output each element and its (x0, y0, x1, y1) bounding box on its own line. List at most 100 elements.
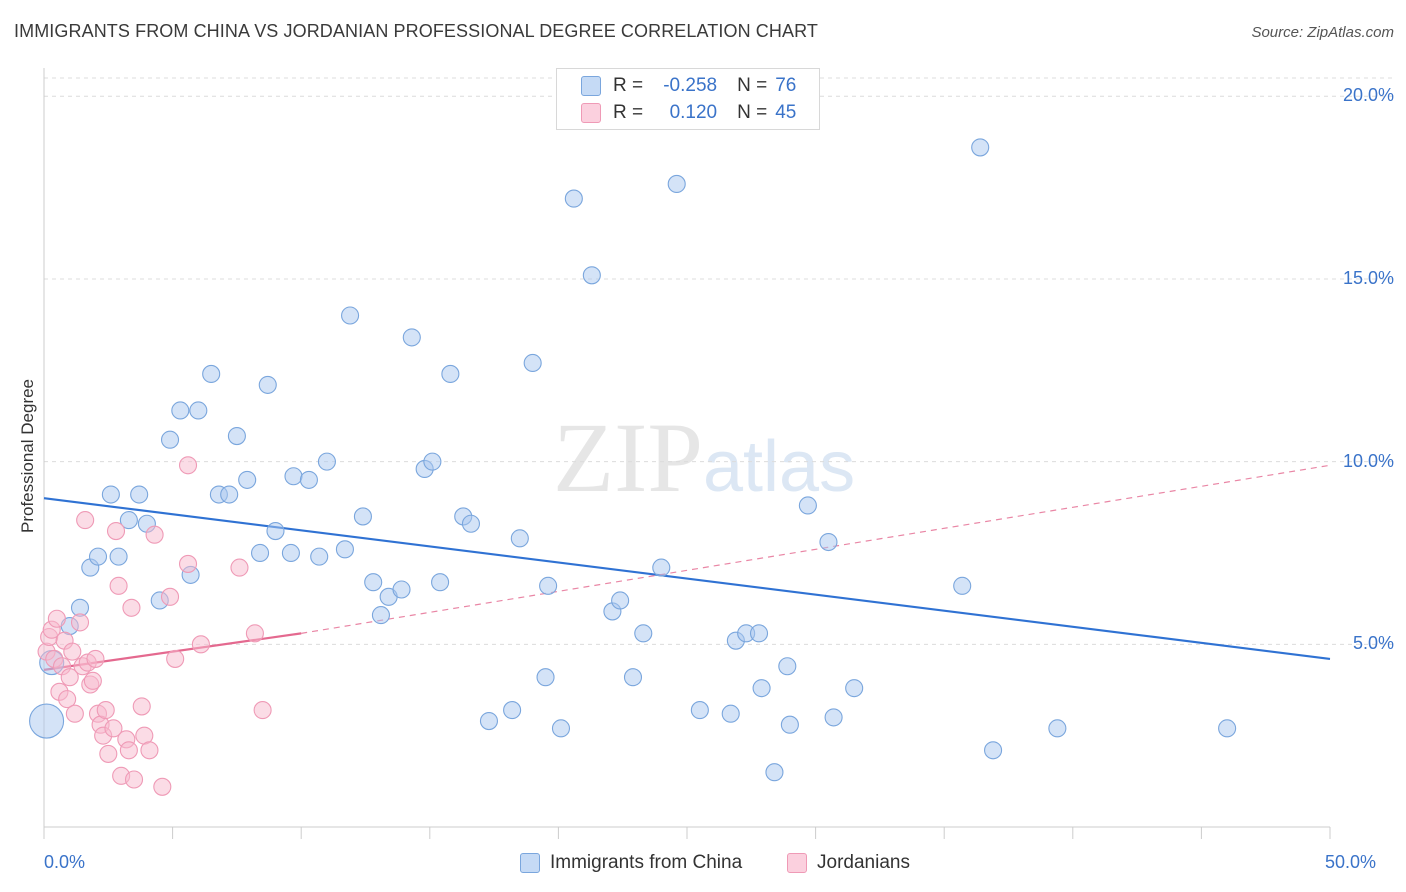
axes (43, 68, 1331, 839)
jordan-point (119, 741, 138, 760)
jordan-point (191, 635, 210, 654)
china-point (845, 679, 864, 698)
china-n-label: N = (737, 75, 768, 96)
china-point (281, 543, 300, 563)
china-point (441, 364, 460, 383)
jordan-point (60, 668, 79, 687)
china-point (160, 430, 180, 449)
china-point (392, 580, 411, 599)
jordan-point (76, 511, 95, 530)
china-point (402, 328, 421, 347)
china-point (461, 514, 481, 533)
china-point (266, 522, 285, 541)
china-point (431, 573, 450, 592)
legend-swatch-jordan (787, 853, 807, 873)
x-tick-label-min: 0.0% (44, 852, 86, 872)
china-point (364, 573, 383, 592)
china-point (690, 701, 709, 720)
china-point (971, 138, 990, 157)
jordan-point (96, 701, 115, 720)
grid-lines (44, 77, 1394, 645)
china-swatch (581, 76, 601, 96)
zipatlas-watermark: ZIPatlas (553, 400, 855, 515)
china-point (250, 543, 270, 563)
china-point (1218, 719, 1237, 738)
china-point (479, 711, 499, 731)
china-point (171, 401, 190, 420)
china-n-value: 76 (775, 75, 797, 96)
china-point (227, 427, 246, 446)
china-point (798, 496, 817, 515)
china-point (335, 540, 354, 559)
jordan-point (83, 671, 102, 690)
china-point (634, 624, 653, 643)
jordan-point (253, 701, 272, 720)
china-point (721, 704, 740, 723)
china-trend-line (43, 497, 1331, 661)
china-point (551, 719, 571, 738)
china-point (341, 306, 360, 325)
china-point (299, 470, 318, 489)
china-point (824, 708, 843, 727)
china-point (778, 657, 797, 676)
jordan-point (99, 744, 118, 763)
jordan-point (166, 649, 185, 668)
jordan-point (230, 558, 249, 577)
chart-source: Source: ZipAtlas.com (1251, 24, 1394, 41)
china-point (101, 485, 120, 504)
y-tick-label-0: 5.0% (1352, 633, 1394, 654)
jordan-point (86, 649, 105, 668)
jordan-point (245, 624, 264, 643)
china-point (1048, 719, 1067, 738)
legend: Immigrants from China Jordanians (0, 852, 1406, 878)
jordan-point (178, 456, 198, 475)
china-point (539, 576, 558, 595)
jordan-point (145, 525, 164, 544)
china-point (109, 547, 128, 566)
jordan-point (58, 690, 77, 709)
jordan-swatch (581, 103, 601, 123)
china-point (667, 174, 686, 194)
y-tick-label-2: 15.0% (1342, 267, 1394, 288)
jordan-points (37, 456, 272, 796)
china-point (749, 624, 769, 643)
jordan-point (140, 741, 159, 760)
china-point (119, 511, 138, 530)
china-point (371, 606, 390, 625)
china-point (536, 668, 555, 687)
legend-label-jordan: Jordanians (817, 852, 910, 873)
china-point (611, 591, 630, 610)
china-point (780, 715, 799, 734)
watermark-main: ZIP (553, 402, 703, 513)
jordan-point (124, 770, 144, 789)
jordan-r-label: R = (613, 102, 644, 123)
chart-title: IMMIGRANTS FROM CHINA VS JORDANIAN PROFE… (14, 21, 818, 41)
legend-item-jordan[interactable]: Jordanians (787, 852, 910, 874)
china-point (523, 353, 542, 373)
jordan-point (153, 777, 172, 796)
jordan-point (106, 522, 126, 541)
legend-label-china: Immigrants from China (550, 852, 743, 873)
china-r-value: -0.258 (663, 75, 718, 96)
china-point (752, 679, 771, 698)
legend-item-china[interactable]: Immigrants from China (520, 852, 742, 874)
china-r-label: R = (613, 75, 644, 96)
y-tick-label-1: 10.0% (1342, 450, 1394, 471)
jordan-point (63, 642, 82, 661)
stats-box: R = -0.258 N = 76 R = 0.120 N = 45 (556, 68, 820, 130)
china-point (623, 668, 643, 687)
china-point (582, 266, 601, 285)
china-point (88, 547, 108, 566)
watermark-sub: atlas (703, 427, 856, 507)
jordan-point (122, 598, 141, 617)
y-axis-label: Professional Degree (18, 378, 37, 534)
stats-row-jordan: R = 0.120 N = 45 (581, 100, 796, 126)
china-point (220, 485, 239, 504)
jordan-point (109, 576, 128, 595)
china-point (189, 401, 208, 420)
jordan-r-value: 0.120 (669, 102, 718, 123)
china-point (284, 467, 303, 486)
china-point (423, 452, 442, 471)
jordan-point (132, 697, 151, 716)
